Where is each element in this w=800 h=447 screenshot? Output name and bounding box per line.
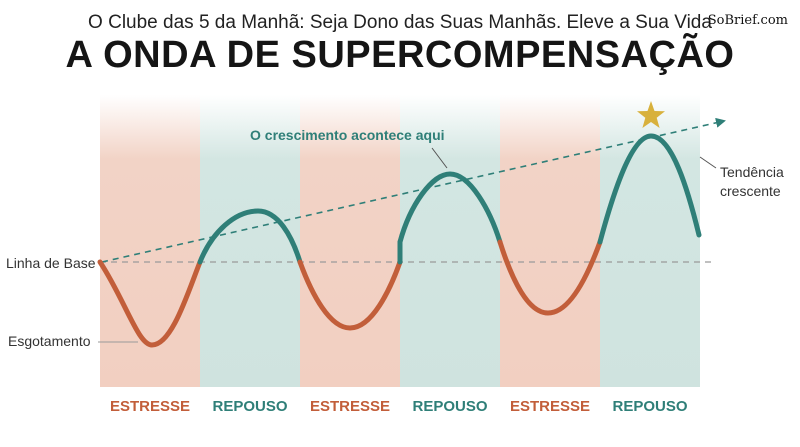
- phase-label-3: ESTRESSE: [310, 398, 390, 415]
- phase-bands: [100, 95, 700, 387]
- trend-label-line2: crescente: [720, 183, 781, 199]
- wave-rest-1: [197, 208, 303, 265]
- wave-rest-3: [597, 133, 702, 245]
- trend-arrow: [101, 117, 726, 263]
- trend-pointer: [699, 156, 717, 169]
- band-stress-2: [300, 95, 400, 387]
- phase-label-5: ESTRESSE: [510, 398, 590, 415]
- phase-label-1: ESTRESSE: [110, 398, 190, 415]
- wave-rest-2: [397, 171, 503, 245]
- wave-stress-2: [297, 259, 403, 331]
- page-title: A ONDA DE SUPERCOMPENSAÇÃO: [65, 34, 735, 76]
- band-rest-3: [600, 95, 700, 387]
- depletion-label: Esgotamento: [8, 333, 91, 349]
- wave-stress-1: [97, 259, 203, 348]
- wave: [97, 133, 702, 348]
- baseline-label: Linha de Base: [6, 255, 96, 271]
- growth-pointer: [431, 147, 448, 169]
- wave-stress-3: [497, 239, 603, 316]
- subtitle: O Clube das 5 da Manhã: Seja Dono das Su…: [88, 12, 712, 33]
- phase-label-4: REPOUSO: [412, 398, 487, 415]
- band-stress-3: [500, 95, 600, 387]
- growth-label: O crescimento acontece aqui: [250, 127, 445, 143]
- band-stress-1: [100, 95, 200, 387]
- phase-label-2: REPOUSO: [212, 398, 287, 415]
- band-rest-1: [200, 95, 300, 387]
- brand-logo[interactable]: SoBrief.com: [707, 13, 788, 28]
- band-rest-2: [400, 95, 500, 387]
- phase-labels: ESTRESSE REPOUSO ESTRESSE REPOUSO ESTRES…: [110, 398, 688, 415]
- star-icon: [637, 101, 665, 128]
- phase-label-6: REPOUSO: [612, 398, 687, 415]
- trend-label-line1: Tendência: [720, 164, 784, 180]
